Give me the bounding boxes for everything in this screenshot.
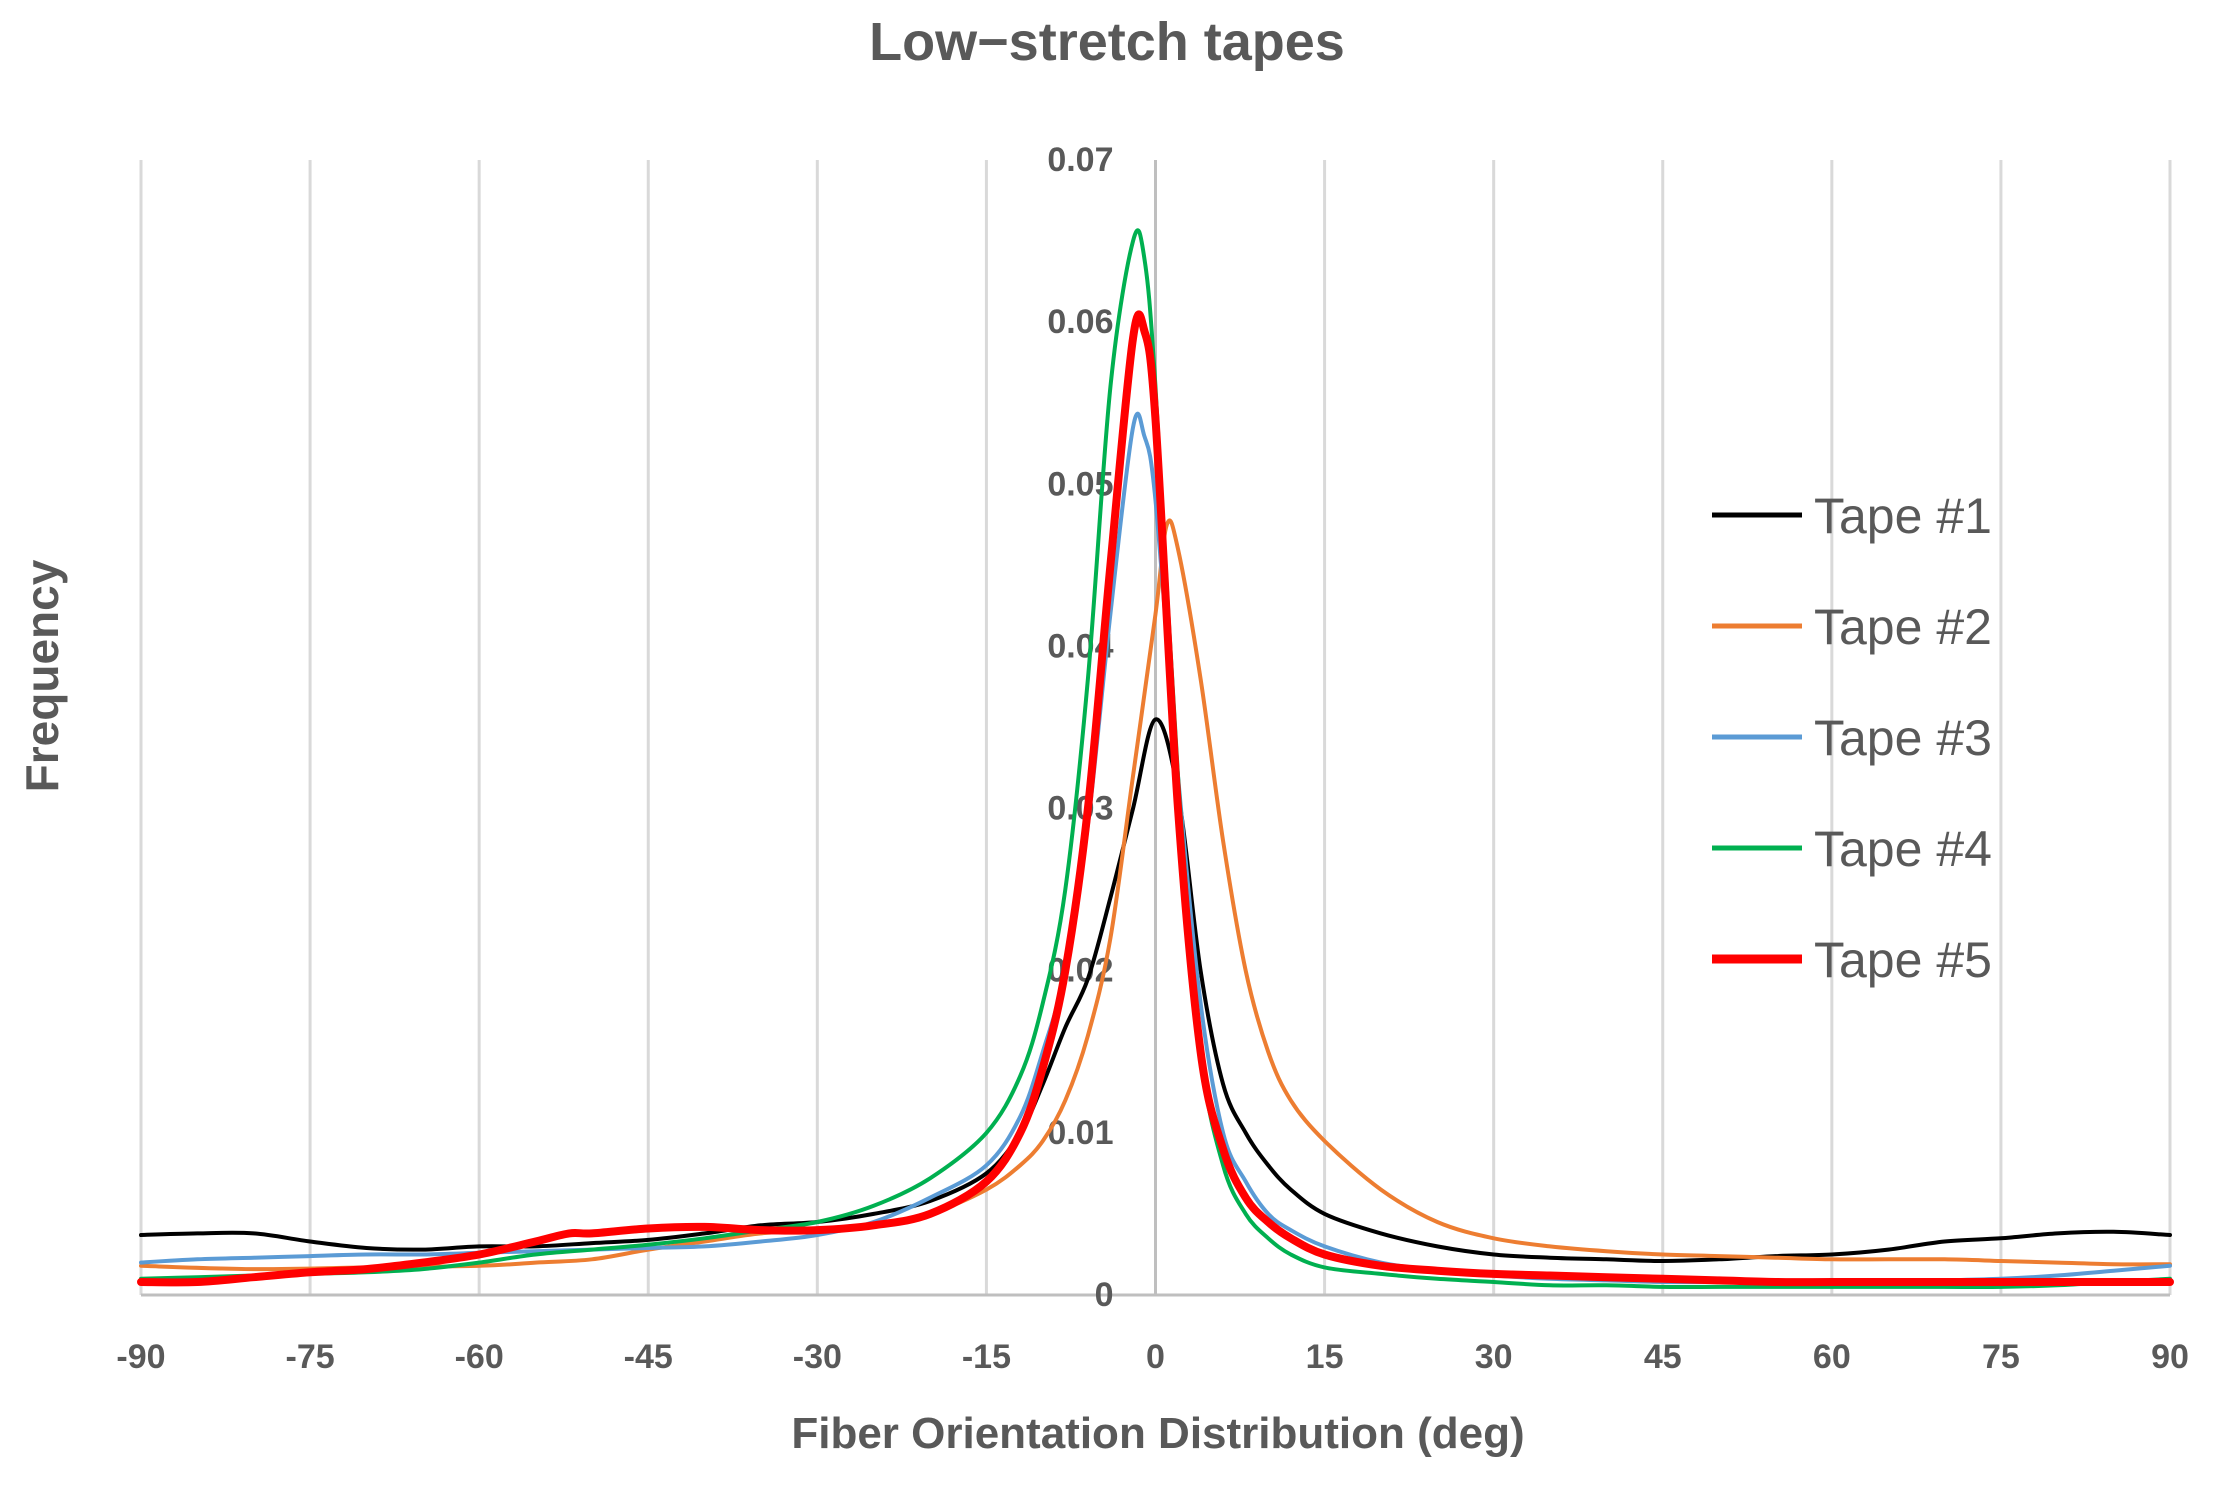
series-lines: [137, 228, 2174, 1290]
x-axis-title: Fiber Orientation Distribution (deg): [791, 1409, 1524, 1458]
x-tick-label: 30: [1475, 1338, 1513, 1376]
legend: Tape #1 Tape #2 Tape #3 Tape #4 Tape #5: [1712, 488, 1992, 988]
series-line-2: [139, 518, 2172, 1272]
y-tick-label: 0: [1095, 1276, 1114, 1314]
chart-title: Low−stretch tapes: [869, 12, 1345, 72]
x-tick-label: 75: [1982, 1338, 2020, 1376]
y-axis-title: Frequency: [16, 559, 68, 792]
grid-lines: [139, 160, 2172, 1297]
x-tick-label: -45: [624, 1338, 673, 1376]
legend-label: Tape #2: [1814, 599, 1992, 655]
x-tick-label: 90: [2151, 1338, 2189, 1376]
y-tick-label: 0.07: [1047, 141, 1113, 179]
x-tick-label: 0: [1146, 1338, 1165, 1376]
x-tick-label: -75: [286, 1338, 335, 1376]
legend-label: Tape #5: [1814, 932, 1992, 988]
legend-label: Tape #1: [1814, 488, 1992, 544]
legend-label: Tape #3: [1814, 710, 1992, 766]
legend-label: Tape #4: [1814, 821, 1992, 877]
series-line-5: [137, 310, 2174, 1287]
x-tick-label: 60: [1813, 1338, 1851, 1376]
y-tick-label: 0.06: [1047, 303, 1113, 341]
y-tick-label: 0.01: [1047, 1114, 1113, 1152]
x-tick-label: -30: [793, 1338, 842, 1376]
x-tick-label: 45: [1644, 1338, 1682, 1376]
series-line-4: [139, 228, 2172, 1290]
y-tick-label: 0.03: [1047, 790, 1113, 828]
x-tick-labels: -90 -75 -60 -45 -30 -15 0 15 30 45 60 75 90: [116, 1338, 2188, 1376]
x-tick-label: 15: [1306, 1338, 1344, 1376]
x-tick-label: -90: [116, 1338, 165, 1376]
x-tick-label: -60: [455, 1338, 504, 1376]
x-tick-label: -15: [962, 1338, 1011, 1376]
y-tick-labels: 00.010.020.030.040.050.060.07: [1047, 141, 1113, 1314]
